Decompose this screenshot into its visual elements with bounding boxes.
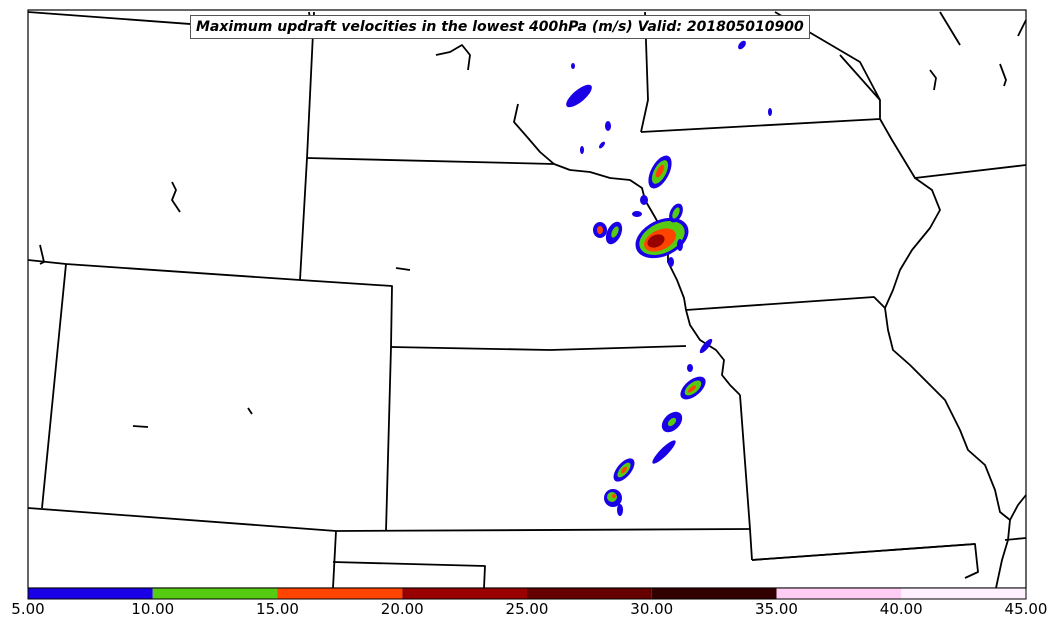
colorbar-bin-0: [28, 588, 153, 599]
colorbar-tick-label: 15.00: [256, 600, 299, 618]
colorbar-bin-4: [527, 588, 652, 599]
colorbar-tick-label: 10.00: [131, 600, 175, 618]
colorbar-tick-label: 20.00: [380, 600, 424, 618]
map-border: [27, 9, 1027, 589]
map-title: Maximum updraft velocities in the lowest…: [190, 15, 810, 39]
colorbar-bin-2: [277, 588, 403, 599]
colorbar-bin-7: [901, 588, 1026, 599]
colorbar-bin-3: [402, 588, 527, 599]
colorbar-tick-label: 5.00: [11, 600, 45, 618]
colorbar-tick-label: 25.00: [505, 600, 549, 618]
colorbar-tick-label: 40.00: [879, 600, 923, 618]
colorbar-tick-label: 35.00: [755, 600, 798, 618]
updraft-cells: [566, 40, 772, 516]
colorbar: [27, 587, 1027, 600]
colorbar-bin-6: [776, 588, 902, 599]
colorbar-tick-label: 30.00: [630, 600, 674, 618]
colorbar-bin-1: [152, 588, 278, 599]
colorbar-bin-5: [651, 588, 777, 599]
colorbar-border: [27, 587, 1027, 600]
colorbar-tick-label: 45.00: [1004, 600, 1048, 618]
